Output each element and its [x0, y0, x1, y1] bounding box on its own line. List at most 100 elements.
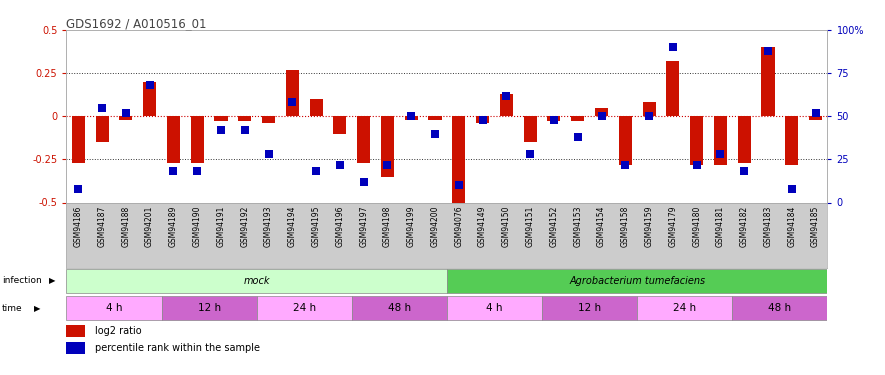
Bar: [637, 296, 733, 321]
Bar: [500, 94, 513, 116]
Point: [737, 168, 751, 174]
Point: [357, 179, 371, 185]
Bar: [66, 342, 85, 354]
Text: 48 h: 48 h: [768, 303, 791, 313]
Bar: [714, 116, 727, 165]
Text: infection: infection: [2, 276, 42, 285]
Bar: [119, 116, 133, 120]
Bar: [619, 116, 632, 165]
Bar: [666, 61, 680, 116]
Bar: [66, 268, 447, 293]
Point: [190, 168, 204, 174]
Text: GSM94190: GSM94190: [193, 206, 202, 247]
Bar: [643, 102, 656, 116]
Bar: [262, 116, 275, 123]
Text: ▶: ▶: [34, 304, 40, 313]
Text: 4 h: 4 h: [486, 303, 503, 313]
Bar: [310, 99, 323, 116]
Point: [499, 93, 513, 99]
Point: [619, 162, 633, 168]
Text: GSM94191: GSM94191: [217, 206, 226, 247]
Text: GSM94200: GSM94200: [430, 206, 440, 247]
Text: GSM94179: GSM94179: [668, 206, 677, 247]
Bar: [381, 116, 394, 177]
Text: GSM94193: GSM94193: [264, 206, 273, 247]
Point: [71, 186, 85, 192]
Bar: [334, 116, 346, 134]
Point: [785, 186, 799, 192]
Bar: [358, 116, 370, 163]
Text: 4 h: 4 h: [105, 303, 122, 313]
Point: [428, 130, 442, 136]
Text: 48 h: 48 h: [388, 303, 411, 313]
Point: [166, 168, 181, 174]
Bar: [214, 116, 227, 122]
Bar: [428, 116, 442, 120]
Text: GSM94153: GSM94153: [573, 206, 582, 247]
Text: GDS1692 / A010516_01: GDS1692 / A010516_01: [66, 17, 207, 30]
Point: [595, 113, 609, 119]
Text: GSM94151: GSM94151: [526, 206, 535, 247]
Point: [761, 48, 775, 54]
Bar: [161, 296, 257, 321]
Point: [451, 182, 466, 188]
Text: GSM94185: GSM94185: [811, 206, 820, 247]
Text: GSM94184: GSM94184: [788, 206, 796, 247]
Text: GSM94152: GSM94152: [550, 206, 558, 247]
Text: GSM94158: GSM94158: [620, 206, 630, 247]
Bar: [96, 116, 109, 142]
Bar: [447, 268, 827, 293]
Point: [381, 162, 395, 168]
Bar: [476, 116, 489, 123]
Bar: [524, 116, 536, 142]
Text: GSM94150: GSM94150: [502, 206, 511, 247]
Bar: [733, 296, 827, 321]
Bar: [238, 116, 251, 122]
Point: [119, 110, 133, 116]
Text: GSM94198: GSM94198: [383, 206, 392, 247]
Point: [214, 127, 228, 133]
Bar: [452, 116, 466, 202]
Bar: [785, 116, 798, 165]
Bar: [66, 325, 85, 337]
Text: GSM94192: GSM94192: [240, 206, 250, 247]
Bar: [809, 116, 822, 120]
Bar: [542, 296, 637, 321]
Text: GSM94186: GSM94186: [73, 206, 83, 247]
Text: GSM94180: GSM94180: [692, 206, 701, 247]
Bar: [352, 296, 447, 321]
Bar: [143, 82, 156, 116]
Bar: [257, 296, 351, 321]
Text: GSM94194: GSM94194: [288, 206, 296, 247]
Point: [809, 110, 823, 116]
Point: [642, 113, 656, 119]
Text: GSM94197: GSM94197: [359, 206, 368, 247]
Text: time: time: [2, 304, 22, 313]
Text: GSM94181: GSM94181: [716, 206, 725, 247]
Text: 24 h: 24 h: [293, 303, 316, 313]
Bar: [190, 116, 204, 163]
Text: GSM94195: GSM94195: [312, 206, 320, 247]
Text: 24 h: 24 h: [673, 303, 696, 313]
Point: [142, 82, 157, 88]
Point: [261, 151, 275, 157]
Point: [404, 113, 419, 119]
Point: [475, 117, 489, 123]
Text: GSM94187: GSM94187: [97, 206, 106, 247]
Point: [547, 117, 561, 123]
Point: [333, 162, 347, 168]
Point: [238, 127, 252, 133]
Bar: [167, 116, 180, 163]
Bar: [761, 47, 774, 116]
Text: log2 ratio: log2 ratio: [96, 326, 142, 336]
Point: [285, 99, 299, 105]
Text: GSM94154: GSM94154: [597, 206, 606, 247]
Point: [713, 151, 727, 157]
Point: [95, 105, 109, 111]
Bar: [548, 116, 560, 122]
Text: GSM94189: GSM94189: [169, 206, 178, 247]
Bar: [404, 116, 418, 120]
Bar: [66, 296, 161, 321]
Text: GSM94201: GSM94201: [145, 206, 154, 247]
Point: [689, 162, 704, 168]
